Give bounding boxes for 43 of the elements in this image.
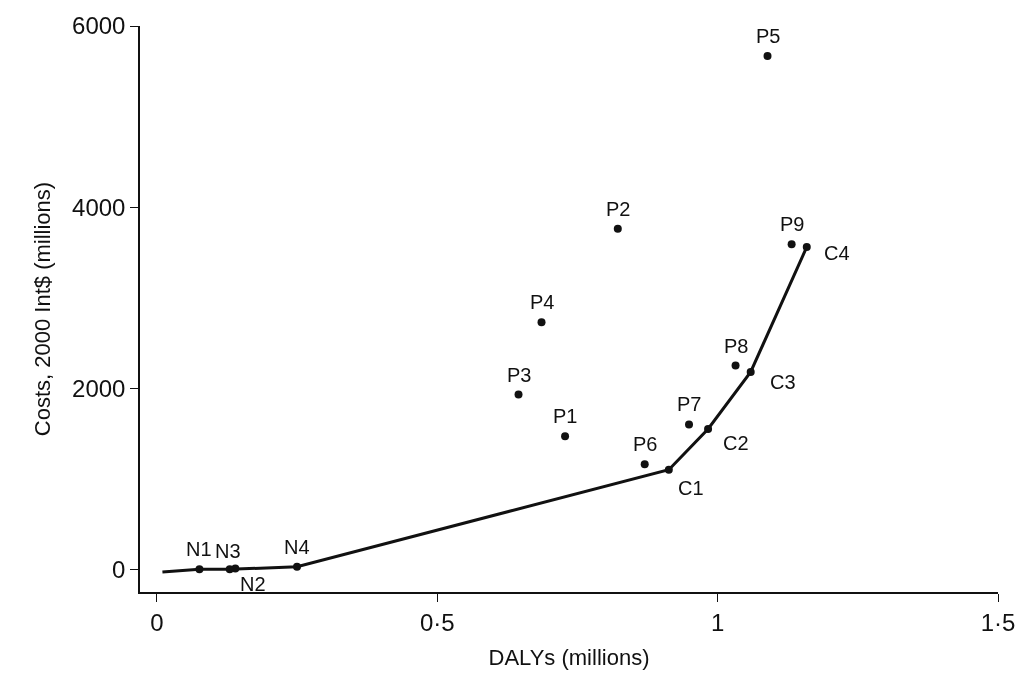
point [731,361,740,370]
annotation: P8 [724,335,749,357]
annotation: P7 [677,393,702,415]
x-axis-title: DALYs (millions) [488,644,650,670]
point [746,367,755,376]
point [195,565,204,574]
point [802,242,811,251]
annotation: C1 [678,477,704,499]
y-axis-title: Costs, 2000 Int$ (millions) [30,181,56,437]
annotation: P2 [606,198,631,220]
x-tick-label: 1 [710,608,725,636]
point [704,424,713,433]
y-tick-label: 2000 [72,374,126,402]
point [640,460,649,469]
y-tick-label: 4000 [72,193,126,221]
annotation: P6 [633,433,658,455]
annotation: N2 [240,573,266,595]
annotation: P3 [507,364,532,386]
x-tick-label: 0 [150,608,164,636]
annotation: N3 [215,540,241,562]
point [763,51,772,60]
annotation: N1 [186,538,212,560]
x-tick-label: 1·5 [980,608,1016,636]
annotation: P5 [756,25,781,47]
point [537,318,546,327]
point [225,565,234,574]
point [293,562,302,571]
point [561,432,570,441]
point [514,390,523,399]
annotation: C4 [824,242,850,264]
x-tick-label: 0·5 [419,608,455,636]
point [664,465,673,474]
annotation: P4 [530,291,555,313]
annotation: C2 [723,432,749,454]
annotation: N4 [284,536,310,558]
annotation: P9 [780,213,805,235]
y-tick-label: 0 [112,555,126,583]
point [613,224,622,233]
annotation: P1 [553,405,578,427]
point [685,420,694,429]
y-tick-label: 6000 [72,12,126,40]
annotation: C3 [770,371,796,393]
point [787,240,796,249]
